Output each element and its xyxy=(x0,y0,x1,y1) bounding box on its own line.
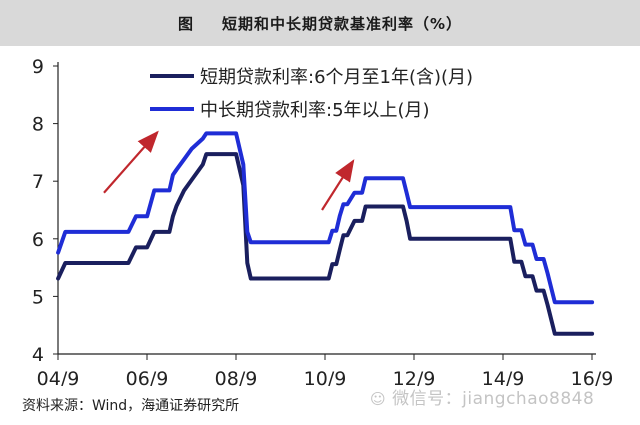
trend-arrow-1 xyxy=(103,130,159,194)
figure-label: 图 xyxy=(177,14,194,33)
legend-label: 中长期贷款利率:5年以上(月) xyxy=(200,100,430,121)
y-tick-label: 6 xyxy=(32,229,44,251)
y-tick-label: 4 xyxy=(32,344,44,366)
x-tick-label: 04/9 xyxy=(37,368,80,386)
chart-plot: 4 5 6 7 8 9 04/9 06/9 08/9 10/9 12/9 14/9 16/9 短期贷款利… xyxy=(32,56,614,386)
series-line-short-term xyxy=(56,152,595,336)
y-tick-label: 9 xyxy=(32,56,44,78)
y-tick-label: 5 xyxy=(32,286,44,308)
wechat-icon: ☺ xyxy=(370,390,387,408)
watermark-text: 微信号：jiangchao8848 xyxy=(392,389,595,409)
chart-title-bar: 图 短期和中长期贷款基准利率（%） xyxy=(0,0,640,46)
x-tick-label: 16/9 xyxy=(571,368,614,386)
source-note: 资料来源：Wind，海通证券研究所 xyxy=(22,398,240,414)
legend-label: 短期贷款利率:6个月至1年(含)(月) xyxy=(200,67,473,88)
x-tick-label: 12/9 xyxy=(393,368,436,386)
y-tick-label: 7 xyxy=(32,171,44,193)
chart-title: 短期和中长期贷款基准利率（%） xyxy=(221,14,463,33)
trend-arrow-2 xyxy=(321,159,355,211)
x-tick-label: 08/9 xyxy=(215,368,258,386)
y-tick-label: 8 xyxy=(32,114,44,136)
x-tick-label: 14/9 xyxy=(482,368,525,386)
series-line-long-term xyxy=(56,131,595,305)
x-tick-label: 06/9 xyxy=(126,368,169,386)
watermark: ☺ 微信号：jiangchao8848 xyxy=(370,384,594,409)
x-tick-label: 10/9 xyxy=(304,368,347,386)
